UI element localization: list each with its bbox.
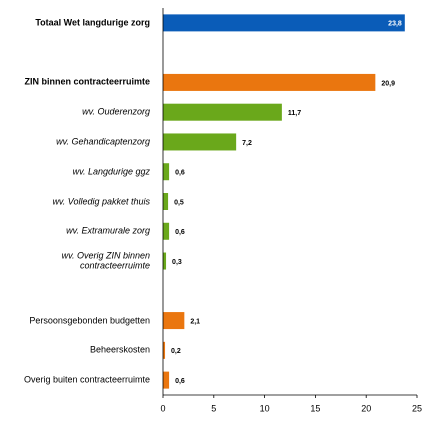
- bar: [163, 222, 170, 240]
- value-label: 0,6: [175, 229, 185, 236]
- category-label: wv. Volledig pakket thuis: [52, 195, 150, 206]
- bar: [163, 312, 185, 330]
- value-label: 20,9: [381, 80, 395, 87]
- category-label: Persoonsgebonden budgetten: [29, 314, 150, 325]
- x-tick-label: 0: [160, 403, 165, 413]
- x-tick-label: 20: [361, 403, 371, 413]
- value-label: 7,2: [242, 140, 252, 147]
- value-label: 11,7: [288, 110, 301, 117]
- bar: [163, 103, 282, 121]
- bar: [163, 193, 169, 210]
- bar: [163, 341, 166, 359]
- value-label: 0,6: [175, 170, 185, 177]
- category-label: wv. Langdurige ggz: [72, 165, 150, 176]
- x-tick-label: 5: [211, 403, 216, 413]
- category-label: Beheerskosten: [89, 344, 150, 355]
- category-label: wv. Gehandicaptenzorg: [56, 136, 150, 147]
- category-label: wv. Overig ZIN binnen contracteerruimte: [61, 250, 150, 271]
- bar: [163, 14, 405, 32]
- value-label: 23,8: [388, 21, 402, 28]
- bar: [163, 371, 170, 389]
- category-label: wv. Extramurale zorg: [66, 225, 150, 236]
- bar: [163, 133, 237, 151]
- x-tick-label: 15: [310, 403, 320, 413]
- value-label: 0,5: [174, 199, 184, 206]
- x-tick-label: 10: [260, 403, 270, 413]
- bar: [163, 252, 167, 270]
- bar: [163, 73, 376, 91]
- category-label: wv. Ouderenzorg: [82, 106, 150, 117]
- value-label: 0,3: [172, 259, 182, 266]
- x-tick-label: 25: [412, 403, 422, 413]
- category-label: Totaal Wet langdurige zorg: [35, 17, 150, 28]
- value-label: 2,1: [190, 318, 200, 325]
- category-label: ZIN binnen contracteerruimte: [24, 76, 150, 87]
- value-label: 0,6: [175, 378, 185, 385]
- category-label: Overig buiten contracteerruimte: [23, 374, 150, 385]
- bar: [163, 163, 170, 181]
- value-label: 0,2: [171, 348, 181, 355]
